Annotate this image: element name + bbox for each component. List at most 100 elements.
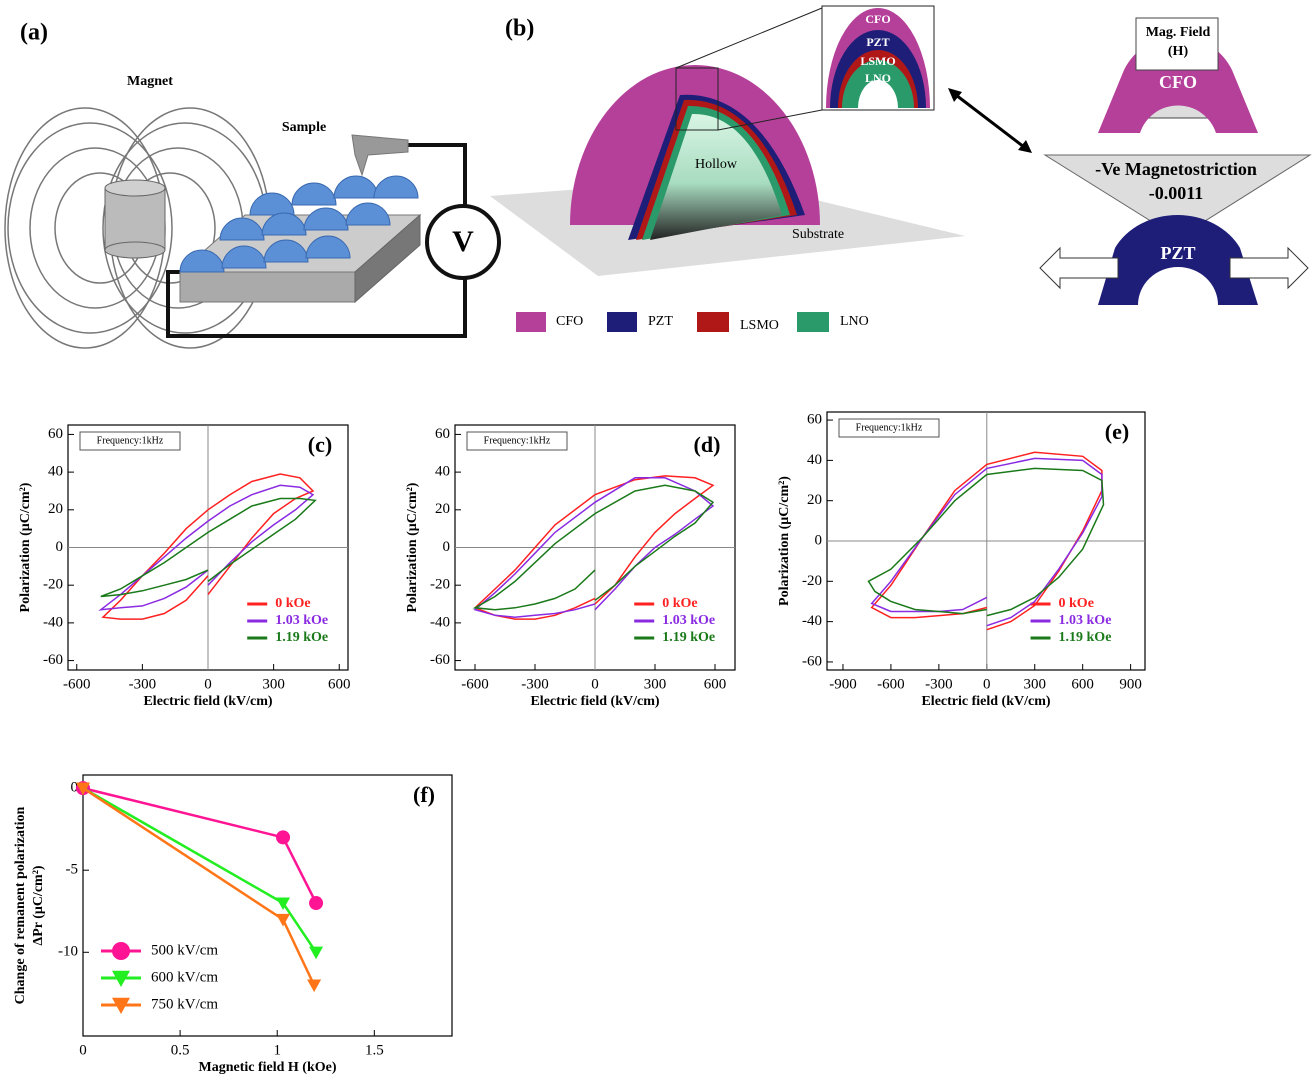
- y-axis-label: Polarization (μC/cm²): [405, 482, 420, 612]
- marker: [307, 980, 321, 993]
- x-tick-label: 900: [1119, 676, 1142, 692]
- sample-label: Sample: [282, 120, 326, 135]
- marker: [276, 914, 290, 927]
- x-tick-label: 1: [273, 1042, 281, 1058]
- x-tick-label: -600: [877, 676, 905, 692]
- panel-b-dome: [490, 6, 965, 276]
- series-line: [869, 468, 1104, 615]
- plot-frame: [83, 775, 452, 1036]
- x-tick-label: 300: [262, 676, 285, 692]
- magnet: [105, 180, 165, 258]
- panel-label: (e): [1105, 419, 1129, 444]
- marker: [276, 830, 290, 844]
- x-tick-label: -300: [129, 676, 157, 692]
- x-tick-label: 0: [983, 676, 991, 692]
- x-tick-label: 0: [204, 676, 212, 692]
- hollow-label: Hollow: [695, 157, 738, 172]
- y-tick-label: -60: [802, 653, 822, 669]
- figure: (a) Magnet Sample V (b) Hollow Substrate…: [0, 0, 1314, 1077]
- x-tick-label: 300: [644, 676, 667, 692]
- x-axis-label: Electric field (kV/cm): [921, 694, 1050, 709]
- legend-label: PZT: [648, 314, 673, 329]
- chart: -600 -300 0 300 600 -60 -40 -20 0 20 40 60 Electric …: [18, 425, 350, 709]
- x-axis-label: Electric field (kV/cm): [143, 694, 272, 709]
- series-line: [83, 788, 316, 952]
- series-line: [83, 788, 316, 903]
- marker: [309, 896, 323, 910]
- marker: [112, 942, 130, 960]
- layer-legend: CFO PZT LSMO LNO: [516, 312, 869, 333]
- voltmeter-label: V: [452, 225, 474, 258]
- inset-layer: LSMO: [860, 54, 895, 68]
- annotation: Frequency:1kHz: [97, 435, 164, 446]
- y-axis-label: Change of remanent polarization: [13, 806, 28, 1004]
- y-tick-label: 0: [443, 539, 451, 555]
- legend-label: 750 kV/cm: [151, 996, 218, 1012]
- x-tick-label: 0: [79, 1042, 87, 1058]
- inset-layer: LNO: [865, 71, 891, 85]
- y-tick-label: 60: [435, 426, 450, 442]
- y-tick-label: -60: [430, 652, 450, 668]
- legend-label: 1.03 kOe: [1059, 613, 1112, 628]
- y-tick-label: 0: [56, 539, 64, 555]
- x-tick-label: -300: [925, 676, 953, 692]
- legend-label: 1.19 kOe: [662, 630, 715, 645]
- y-tick-label: -20: [802, 573, 822, 589]
- x-tick-label: -600: [63, 676, 91, 692]
- y-tick-label: 60: [807, 412, 822, 428]
- layer-label: CFO: [1159, 72, 1197, 92]
- y-axis-label: ΔPr (μC/cm²): [31, 865, 46, 945]
- legend-label: 1.03 kOe: [275, 613, 328, 628]
- y-tick-label: 40: [48, 464, 63, 480]
- substrate-label: Substrate: [792, 227, 844, 242]
- y-tick-label: -5: [66, 862, 79, 878]
- annotation: Frequency:1kHz: [484, 435, 551, 446]
- sample: [180, 135, 420, 302]
- legend-label: 1.19 kOe: [1059, 630, 1112, 645]
- x-tick-label: 1.5: [365, 1042, 384, 1058]
- x-tick-label: 600: [328, 676, 351, 692]
- y-tick-label: -40: [802, 613, 822, 629]
- mag-field-label: Mag. Field: [1146, 25, 1211, 40]
- y-tick-label: 20: [807, 492, 822, 508]
- y-tick-label: -20: [43, 577, 63, 593]
- inset-layer: PZT: [866, 35, 889, 49]
- x-tick-label: -900: [829, 676, 857, 692]
- legend-label: 1.03 kOe: [662, 613, 715, 628]
- x-axis-label: Electric field (kV/cm): [530, 694, 659, 709]
- legend-label: 1.19 kOe: [275, 630, 328, 645]
- legend-label: 0 kOe: [1059, 596, 1094, 611]
- y-axis-label: Polarization (μC/cm²): [777, 476, 792, 606]
- annotation: Frequency:1kHz: [856, 422, 923, 433]
- magnetostriction-value: -0.0011: [1149, 183, 1204, 203]
- x-tick-label: 600: [1071, 676, 1094, 692]
- panel-label: (a): [20, 20, 48, 46]
- x-tick-label: 600: [704, 676, 727, 692]
- legend-label: LSMO: [740, 318, 779, 333]
- y-tick-label: -40: [430, 614, 450, 630]
- y-tick-label: -60: [43, 652, 63, 668]
- y-tick-label: 40: [435, 464, 450, 480]
- marker: [309, 947, 323, 960]
- y-tick-label: 20: [435, 501, 450, 517]
- chart: 00.511.5-10-50Magnetic field H (kOe)Chan…: [13, 775, 452, 1075]
- x-tick-label: 0.5: [171, 1042, 190, 1058]
- panel-label: (b): [505, 16, 534, 42]
- y-tick-label: 20: [48, 501, 63, 517]
- x-tick-label: 300: [1023, 676, 1046, 692]
- x-tick-label: 0: [591, 676, 599, 692]
- panel-label: (d): [694, 432, 721, 457]
- y-tick-label: 60: [48, 426, 63, 442]
- legend-label: LNO: [840, 314, 869, 329]
- y-tick-label: -20: [430, 577, 450, 593]
- panel-label: (c): [308, 432, 332, 457]
- x-tick-label: -600: [461, 676, 489, 692]
- y-tick-label: 0: [815, 532, 823, 548]
- y-axis-label: Polarization (μC/cm²): [18, 482, 33, 612]
- y-tick-label: -40: [43, 614, 63, 630]
- mag-field-label: (H): [1168, 44, 1189, 59]
- legend-label: CFO: [556, 314, 583, 329]
- panel-label: (f): [413, 782, 435, 807]
